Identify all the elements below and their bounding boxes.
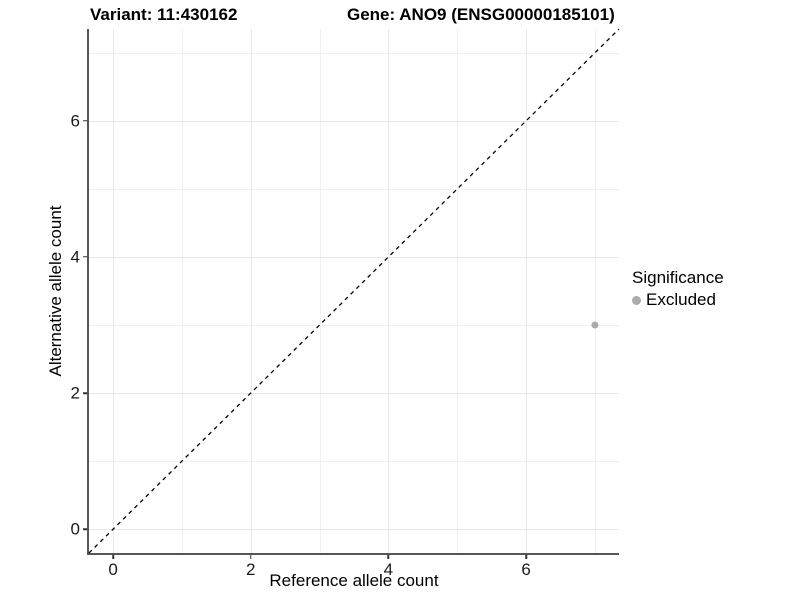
y-tick-label: 2 bbox=[70, 383, 80, 403]
y-tick-mark bbox=[83, 256, 87, 258]
gridline-x-minor bbox=[457, 29, 459, 553]
gridline-x-minor bbox=[594, 29, 596, 553]
x-tick-label: 2 bbox=[246, 560, 256, 579]
gridline-y-major bbox=[89, 393, 619, 395]
gridline-y-minor bbox=[89, 52, 619, 54]
x-tick-mark bbox=[112, 555, 114, 559]
identity-reference-line bbox=[88, 28, 620, 554]
legend-title: Significance bbox=[632, 268, 724, 287]
plot-title-variant: Variant: 11:430162 bbox=[90, 5, 238, 24]
gridline-x-minor bbox=[319, 29, 321, 553]
legend: Significance Excluded bbox=[632, 268, 724, 310]
gridline-x-major bbox=[113, 29, 115, 553]
plot-layer bbox=[88, 28, 620, 554]
y-tick-mark bbox=[83, 528, 87, 530]
gridline-x-minor bbox=[181, 29, 183, 553]
plot-panel: 0 2 4 6 0 2 4 6 bbox=[71, 28, 620, 578]
y-tick-label: 6 bbox=[70, 111, 80, 131]
gridline-y-major bbox=[89, 529, 619, 531]
x-tick-label: 0 bbox=[108, 560, 118, 579]
x-tick-mark bbox=[525, 555, 527, 559]
gridline-y-minor bbox=[89, 325, 619, 327]
gridline-y-major bbox=[89, 256, 619, 258]
x-tick-label: 6 bbox=[521, 560, 531, 579]
gridline-x-major bbox=[526, 29, 528, 553]
gridline-x-major bbox=[250, 29, 252, 553]
y-tick-label: 0 bbox=[70, 519, 80, 539]
plot-title-gene: Gene: ANO9 (ENSG00000185101) bbox=[347, 5, 615, 24]
y-tick-label: 4 bbox=[70, 247, 80, 267]
x-axis-title: Reference allele count bbox=[269, 571, 439, 590]
y-axis-title: Alternative allele count bbox=[46, 205, 65, 377]
data-point-excluded bbox=[591, 321, 599, 329]
legend-item-excluded: Excluded bbox=[632, 290, 724, 310]
y-tick-mark bbox=[83, 392, 87, 394]
y-tick-mark bbox=[83, 120, 87, 122]
legend-item-label: Excluded bbox=[646, 290, 716, 309]
gridline-y-minor bbox=[89, 461, 619, 463]
gridline-x-major bbox=[388, 29, 390, 553]
x-tick-mark bbox=[387, 555, 390, 559]
x-tick-mark bbox=[250, 555, 252, 559]
x-axis-line bbox=[87, 553, 619, 555]
gridline-y-minor bbox=[89, 188, 619, 190]
y-axis-line bbox=[87, 29, 89, 555]
excluded-point-icon bbox=[632, 295, 641, 305]
x-tick-label: 4 bbox=[383, 560, 394, 579]
gridline-y-major bbox=[89, 120, 619, 122]
